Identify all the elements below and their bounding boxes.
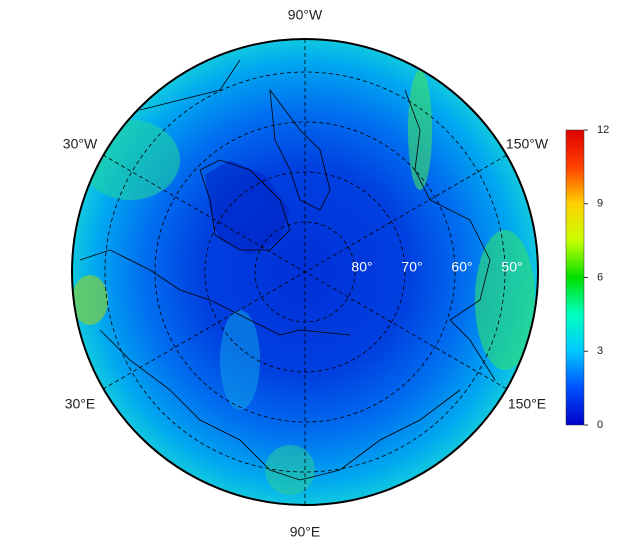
lon-label: 90°E: [290, 524, 321, 540]
map-border: [71, 38, 539, 506]
lat-label: 80°: [351, 259, 372, 275]
lon-label: 150°E: [508, 396, 546, 412]
colorbar-tick-label: 3: [597, 345, 603, 357]
graticule: [102, 39, 508, 505]
lat-label: 70°: [401, 259, 422, 275]
coastlines: [79, 59, 496, 481]
colorbar-tick-label: 9: [597, 198, 603, 210]
colorbar: [565, 129, 585, 426]
lon-label: 30°W: [63, 136, 98, 152]
lat-label: 60°: [451, 259, 472, 275]
colorbar-tick-label: 6: [597, 271, 603, 283]
map-field: [72, 39, 538, 505]
colorbar-tick-label: 12: [597, 124, 609, 136]
lat-label: 50°: [501, 259, 522, 275]
colorbar-tick-label: 0: [597, 419, 603, 431]
lon-label: 150°W: [506, 136, 549, 152]
lon-label: 90°W: [288, 7, 323, 23]
lon-label: 30°E: [65, 396, 96, 412]
